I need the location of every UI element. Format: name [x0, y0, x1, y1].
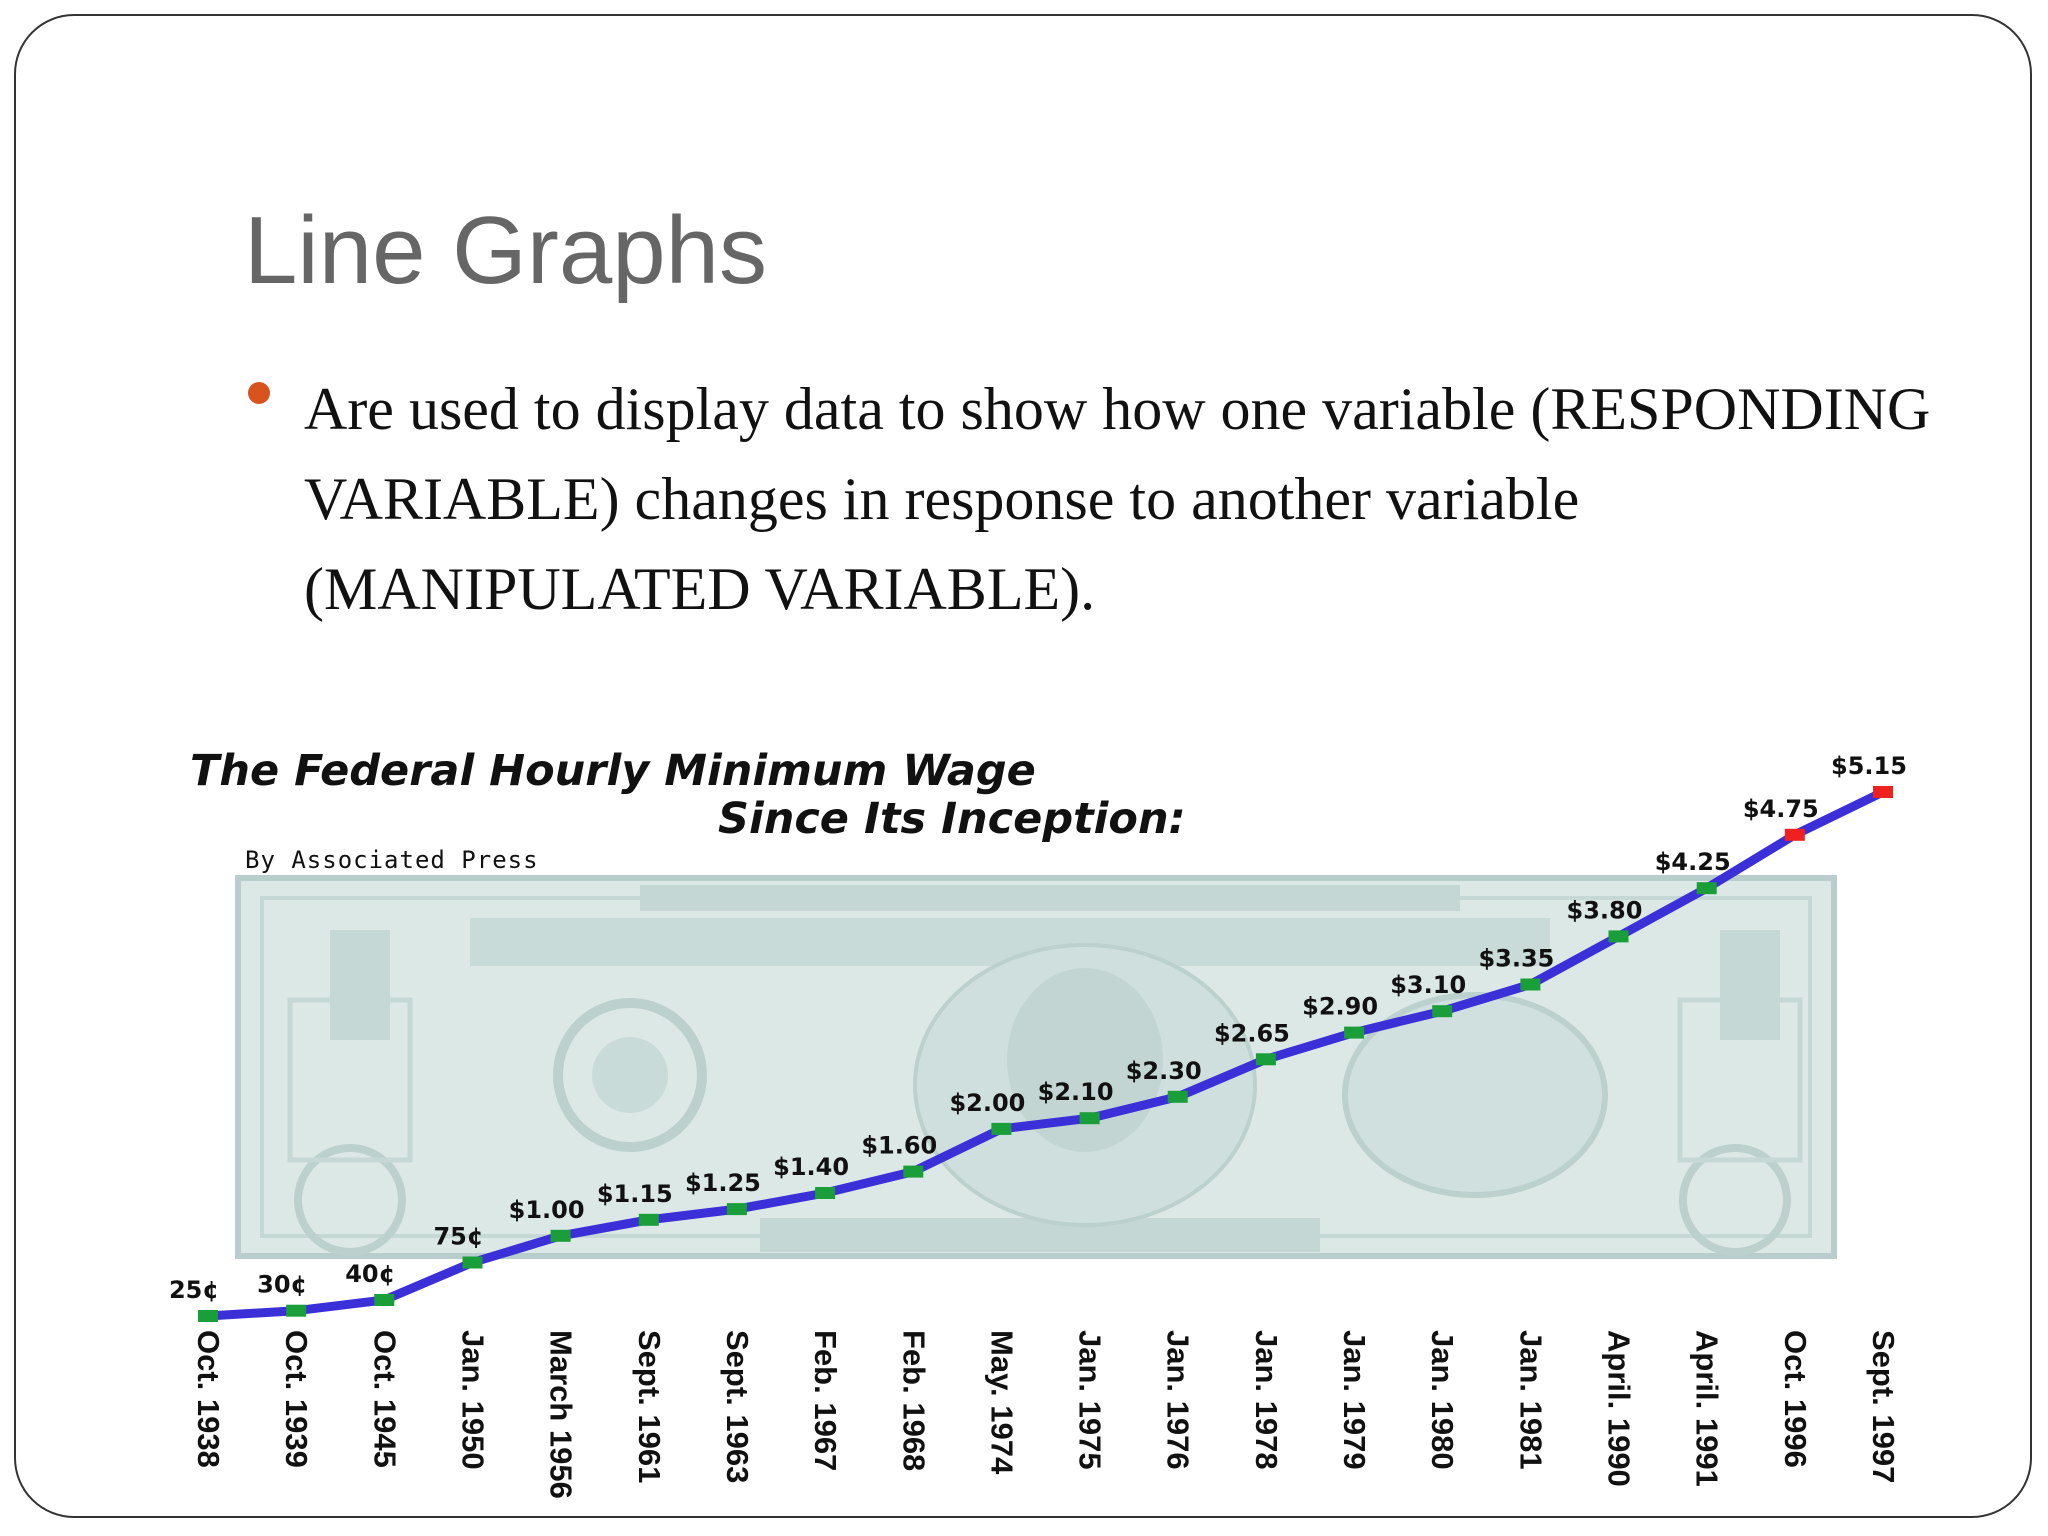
bullet-text: Are used to display data to show how one…: [304, 376, 1931, 622]
data-point-4: [550, 1229, 571, 1242]
data-point-12: [1255, 1053, 1276, 1066]
chart-title-line-1: The Federal Hourly Minimum Wage: [190, 746, 1036, 796]
data-label-17: $4.25: [1655, 848, 1731, 876]
bullet-icon: [248, 382, 270, 404]
data-label-11: $2.30: [1126, 1057, 1202, 1085]
data-label-13: $2.90: [1302, 993, 1378, 1021]
x-tick-label-19: Sept. 1997: [1866, 1330, 1901, 1483]
data-point-18: [1784, 828, 1805, 841]
data-point-14: [1432, 1005, 1453, 1018]
data-point-11: [1167, 1090, 1188, 1103]
x-tick-label-0: Oct. 1938: [191, 1330, 226, 1468]
data-point-8: [903, 1165, 924, 1178]
data-label-14: $3.10: [1390, 971, 1466, 999]
data-point-17: [1696, 882, 1717, 895]
data-point-3: [462, 1256, 483, 1269]
data-label-4: $1.00: [509, 1196, 585, 1224]
data-point-2: [374, 1294, 395, 1306]
data-point-9: [991, 1122, 1012, 1135]
data-label-8: $1.60: [861, 1132, 937, 1160]
x-tick-label-13: Jan. 1979: [1337, 1330, 1372, 1470]
data-label-7: $1.40: [773, 1153, 849, 1181]
x-tick-label-17: April. 1991: [1690, 1330, 1725, 1487]
x-tick-label-5: Sept. 1961: [632, 1330, 667, 1483]
series-layer: 25¢ Oct. 1938 30¢ Oct. 1939 40¢ Oct. 1945 75¢ J…: [169, 752, 1907, 1499]
data-label-15: $3.35: [1478, 945, 1554, 973]
x-tick-label-4: March 1956: [544, 1330, 579, 1499]
data-point-0: [198, 1310, 218, 1322]
x-tick-label-8: Feb. 1968: [896, 1330, 931, 1471]
x-tick-label-10: Jan. 1975: [1073, 1330, 1108, 1470]
chart-subtitle: By Associated Press: [245, 846, 539, 874]
x-tick-label-1: Oct. 1939: [279, 1330, 314, 1468]
data-label-10: $2.10: [1038, 1078, 1114, 1106]
x-tick-label-9: May. 1974: [984, 1330, 1019, 1475]
chart-title-line-2: Since Its Inception:: [718, 794, 1186, 844]
data-label-6: $1.25: [685, 1169, 761, 1197]
slide-title: Line Graphs: [244, 197, 767, 304]
x-tick-label-18: Oct. 1996: [1778, 1330, 1813, 1468]
data-label-19: $5.15: [1831, 752, 1907, 780]
slide-frame: Line Graphs Are used to display data to …: [14, 14, 2032, 1518]
x-tick-label-14: Jan. 1980: [1425, 1330, 1460, 1470]
data-point-16: [1608, 930, 1629, 943]
x-tick-label-2: Oct. 1945: [367, 1330, 402, 1468]
data-label-16: $3.80: [1567, 896, 1643, 924]
data-point-1: [286, 1304, 307, 1317]
series-line: [207, 787, 1885, 1321]
data-label-12: $2.65: [1214, 1019, 1290, 1047]
x-tick-label-6: Sept. 1963: [720, 1330, 755, 1483]
data-point-10: [1079, 1112, 1100, 1125]
x-tick-label-3: Jan. 1950: [456, 1330, 491, 1470]
data-point-15: [1520, 978, 1541, 991]
data-point-13: [1344, 1026, 1365, 1039]
data-label-1: 30¢: [257, 1271, 307, 1299]
x-tick-label-11: Jan. 1976: [1161, 1330, 1196, 1470]
data-label-0: 25¢: [169, 1276, 219, 1304]
data-label-3: 75¢: [433, 1223, 483, 1251]
data-point-5: [638, 1213, 659, 1226]
x-tick-label-16: April. 1990: [1602, 1330, 1637, 1487]
x-tick-label-15: Jan. 1981: [1513, 1330, 1548, 1470]
data-label-5: $1.15: [597, 1180, 673, 1208]
data-label-2: 40¢: [345, 1260, 395, 1288]
data-label-9: $2.00: [949, 1089, 1025, 1117]
data-point-19: [1873, 786, 1893, 798]
x-tick-label-7: Feb. 1967: [808, 1330, 843, 1471]
data-point-7: [815, 1187, 836, 1199]
x-tick-label-12: Jan. 1978: [1249, 1330, 1284, 1470]
data-label-18: $4.75: [1743, 795, 1819, 823]
dollar-bill-background: [235, 875, 1837, 1259]
data-point-6: [726, 1203, 747, 1216]
